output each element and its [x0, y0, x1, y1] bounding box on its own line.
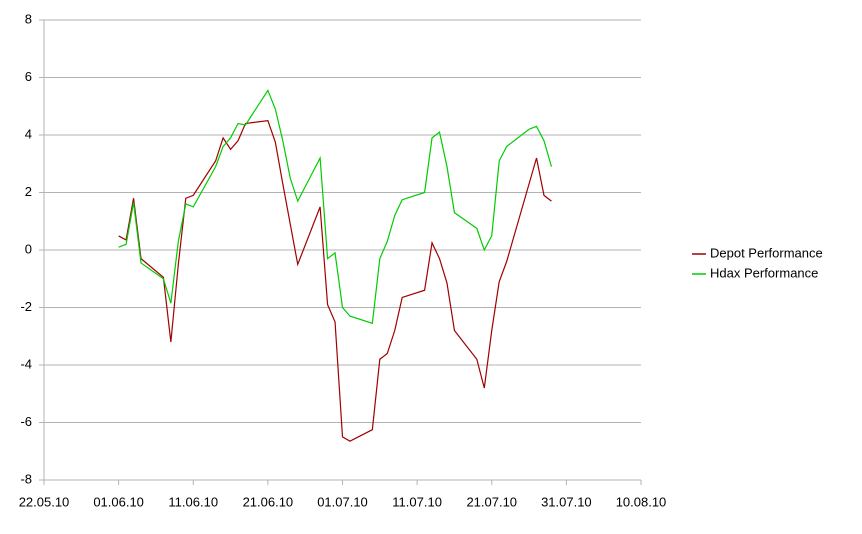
- x-tick-label: 11.07.10: [392, 494, 442, 509]
- x-tick-label: 21.07.10: [466, 494, 517, 509]
- y-tick-label: 0: [25, 241, 32, 256]
- y-tick-label: -6: [20, 414, 32, 429]
- data-line: [118, 89, 553, 325]
- x-tick-label: 10.08.10: [616, 494, 667, 509]
- y-tick-label: 2: [25, 184, 32, 199]
- y-tick-label: -8: [20, 471, 32, 486]
- y-tick-label: 8: [25, 11, 32, 26]
- y-tick-label: -4: [20, 356, 32, 371]
- y-tick-label: 4: [25, 126, 32, 141]
- x-tick-label: 31.07.10: [541, 494, 592, 509]
- x-tick-label: 21.06.10: [243, 494, 294, 509]
- y-tick-label: 6: [25, 69, 32, 84]
- x-tick-label: 22.05.10: [19, 494, 70, 509]
- x-tick-label: 01.06.10: [93, 494, 144, 509]
- x-tick-label: 01.07.10: [317, 494, 368, 509]
- legend-label: Hdax Performance: [710, 265, 818, 280]
- x-tick-label: 11.06.10: [168, 494, 218, 509]
- legend-label: Depot Performance: [710, 245, 823, 260]
- y-tick-label: -2: [20, 299, 32, 314]
- data-line: [118, 119, 552, 442]
